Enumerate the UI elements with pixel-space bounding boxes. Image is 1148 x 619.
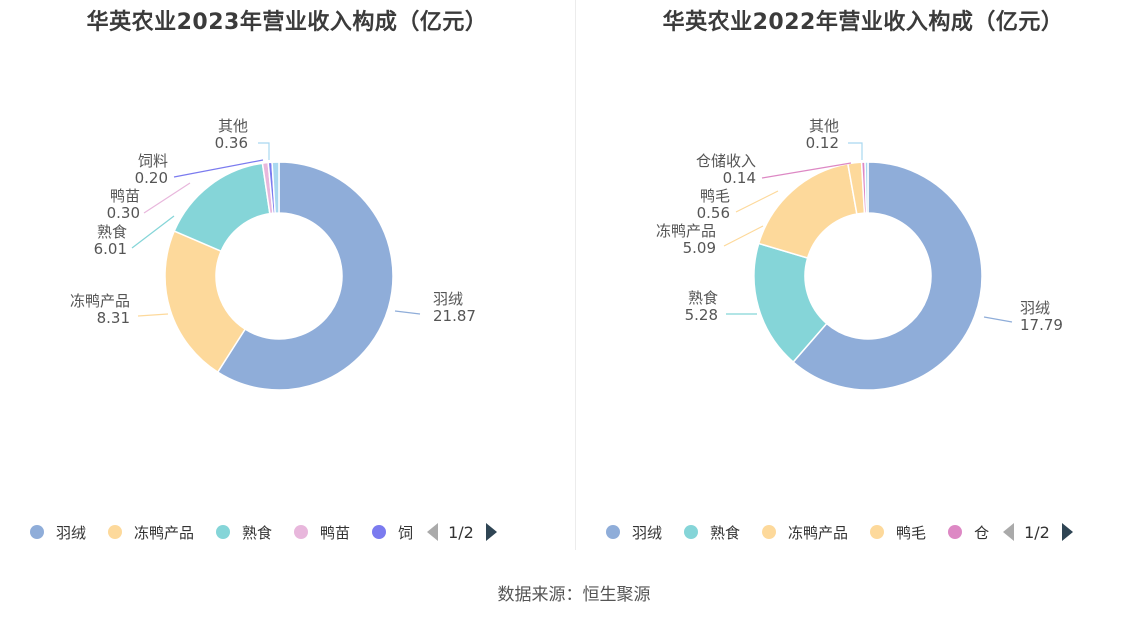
slice-label-name: 熟食 [97, 223, 127, 241]
chart-panel-2023: 华英农业2023年营业收入构成（亿元） 羽绒 21.87 冻鸭产品 8.31 熟食 6.0… [0, 0, 574, 560]
legend-swatch-icon [108, 525, 123, 539]
legend-label: 熟食 [242, 523, 273, 542]
legend-label: 饲 [398, 523, 414, 542]
triangle-right-icon[interactable] [1061, 523, 1073, 541]
label-leader-line [137, 313, 169, 317]
triangle-right-icon[interactable] [485, 523, 497, 541]
legend-swatch-icon [372, 525, 387, 539]
label-leader-line [761, 162, 852, 179]
legend-label: 鸭毛 [896, 523, 927, 542]
legend-page-indicator: 1/2 [1024, 522, 1050, 542]
legend-item[interactable]: 熟食 [216, 522, 272, 543]
legend-item[interactable]: 羽绒 [606, 522, 662, 543]
legend-item[interactable]: 饲 [372, 522, 413, 543]
slice-label-value: 5.28 [685, 306, 718, 324]
legend-label: 鸭苗 [320, 523, 351, 542]
legend-swatch-icon [216, 525, 231, 539]
label-leader-line [173, 159, 264, 178]
slice-label-name: 饲料 [138, 152, 168, 170]
slice-label-name: 熟食 [688, 289, 718, 307]
legend-item[interactable]: 羽绒 [30, 522, 86, 543]
legend-pager: 1/2 [427, 523, 497, 542]
legend-swatch-icon [870, 525, 885, 539]
slice-label-name: 仓储收入 [696, 152, 756, 170]
legend-item[interactable]: 冻鸭产品 [762, 522, 848, 543]
donut-slice-其他[interactable] [271, 161, 280, 214]
chart-legend: 羽绒 冻鸭产品 熟食 鸭苗 饲 1/2 [30, 519, 497, 545]
donut-slice-其他[interactable] [864, 161, 869, 214]
legend-swatch-icon [606, 525, 620, 539]
legend-label: 冻鸭产品 [788, 523, 849, 542]
legend-page-indicator: 1/2 [448, 522, 474, 542]
legend-label: 仓 [974, 523, 990, 542]
legend-label: 羽绒 [56, 523, 87, 542]
donut-slice-羽绒[interactable] [792, 161, 983, 391]
label-leader-line [258, 142, 270, 160]
legend-item[interactable]: 熟食 [684, 522, 740, 543]
donut-slice-冻鸭产品[interactable] [164, 230, 247, 374]
label-leader-line [394, 310, 421, 315]
chart-title: 华英农业2023年营业收入构成（亿元） [86, 10, 488, 35]
legend-swatch-icon [762, 525, 777, 539]
slice-label-name: 其他 [218, 117, 248, 135]
panel-divider [575, 0, 576, 550]
legend-swatch-icon [948, 525, 963, 539]
slice-label-value: 8.31 [97, 309, 130, 327]
label-leader-line [143, 182, 191, 214]
label-leader-line [848, 142, 863, 160]
legend-label: 冻鸭产品 [134, 523, 195, 542]
slice-label-name: 鸭毛 [700, 187, 730, 205]
slice-label-name: 冻鸭产品 [70, 292, 130, 310]
slice-label-name: 羽绒 [1020, 299, 1050, 317]
legend-item[interactable]: 鸭毛 [870, 522, 926, 543]
legend-label: 羽绒 [632, 523, 663, 542]
slice-label-value: 5.09 [683, 239, 716, 257]
data-source-note: 数据来源：恒生聚源 [497, 585, 651, 605]
chart-legend: 羽绒 熟食 冻鸭产品 鸭毛 仓 1/2 [606, 519, 1073, 545]
label-leader-line [723, 225, 764, 247]
slice-label-name: 其他 [809, 117, 839, 135]
slice-label-value: 0.20 [135, 169, 168, 187]
legend-label: 熟食 [710, 523, 741, 542]
legend-swatch-icon [294, 525, 309, 539]
donut-slice-羽绒[interactable] [216, 161, 394, 391]
triangle-left-icon[interactable] [427, 523, 439, 541]
chart-title: 华英农业2022年营业收入构成（亿元） [662, 10, 1064, 35]
legend-item[interactable]: 冻鸭产品 [108, 522, 194, 543]
slice-label-name: 鸭苗 [110, 187, 140, 205]
slice-label-value: 0.14 [723, 169, 756, 187]
label-leader-line [983, 316, 1013, 323]
triangle-left-icon[interactable] [1003, 523, 1015, 541]
slice-label-value: 17.79 [1020, 316, 1063, 334]
legend-pager: 1/2 [1003, 523, 1073, 542]
donut-slice-熟食[interactable] [173, 162, 271, 253]
label-leader-line [131, 215, 175, 249]
label-leader-line [735, 190, 779, 213]
legend-item[interactable]: 仓 [948, 522, 989, 543]
slice-label-name: 冻鸭产品 [656, 222, 716, 240]
slice-label-value: 0.56 [697, 204, 730, 222]
legend-swatch-icon [30, 525, 44, 539]
legend-item[interactable]: 鸭苗 [294, 522, 350, 543]
slice-label-name: 羽绒 [433, 290, 463, 308]
legend-swatch-icon [684, 525, 699, 539]
slice-label-value: 6.01 [94, 240, 127, 258]
donut-slice-冻鸭产品[interactable] [757, 162, 858, 259]
slice-label-value: 21.87 [433, 307, 476, 325]
slice-label-value: 0.36 [215, 134, 248, 152]
slice-label-value: 0.30 [107, 204, 140, 222]
slice-label-value: 0.12 [806, 134, 839, 152]
chart-panel-2022: 华英农业2022年营业收入构成（亿元） 羽绒 17.79 熟食 5.28 冻鸭产品 5.0… [576, 0, 1148, 560]
